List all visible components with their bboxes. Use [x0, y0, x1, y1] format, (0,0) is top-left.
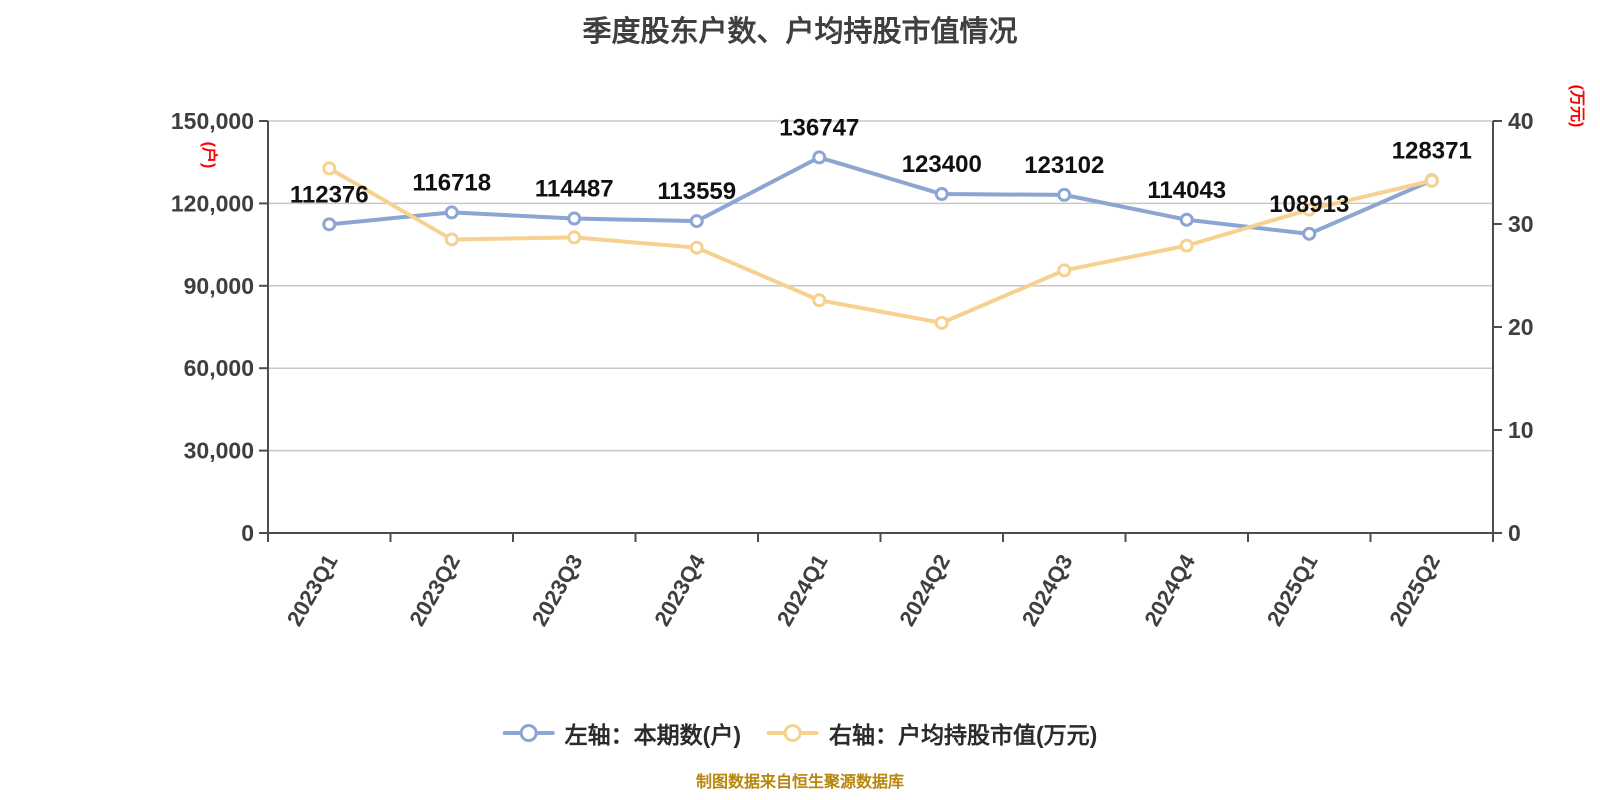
series-1-point-2023Q4 — [689, 240, 704, 255]
x-axis-label-2023Q1: 2023Q1 — [282, 550, 343, 630]
x-axis-label-2023Q2: 2023Q2 — [404, 550, 465, 630]
series-1-point-2023Q3 — [567, 230, 582, 245]
series-0-point-2024Q4 — [1179, 212, 1194, 227]
legend-label-right-axis: 右轴：户均持股市值(万元) — [829, 722, 1098, 748]
legend-item-shareholder-count: 左轴：本期数(户) — [502, 716, 741, 750]
x-axis-label-2024Q1: 2024Q1 — [772, 550, 833, 630]
data-label-2025Q2: 128371 — [1392, 137, 1472, 164]
series-1-point-2025Q2 — [1424, 173, 1439, 188]
x-axis-label-2025Q1: 2025Q1 — [1262, 550, 1323, 630]
series-0-point-2023Q3 — [567, 211, 582, 226]
data-label-2025Q1: 108913 — [1269, 191, 1349, 218]
series-1-point-2024Q3 — [1057, 263, 1072, 278]
data-label-2023Q2: 116718 — [412, 169, 491, 196]
series-1-point-2023Q2 — [444, 232, 459, 247]
left-axis-tick-label: 150,000 — [171, 108, 254, 134]
legend: 左轴：本期数(户) 右轴：户均持股市值(万元) — [502, 716, 1097, 750]
yellow-line-marker-icon — [767, 723, 819, 743]
series-0-point-2023Q1 — [322, 217, 337, 232]
x-axis-label-2024Q2: 2024Q2 — [894, 550, 955, 630]
right-axis-unit-label: (万元) — [1568, 85, 1585, 128]
series-1-point-2024Q2 — [934, 315, 949, 330]
series-1-point-2025Q1 — [1302, 202, 1317, 217]
data-label-2023Q4: 113559 — [657, 178, 736, 205]
x-axis-label-2023Q3: 2023Q3 — [527, 550, 588, 630]
x-axis-label-2024Q4: 2024Q4 — [1139, 549, 1200, 630]
x-axis-label-2025Q2: 2025Q2 — [1384, 550, 1445, 630]
chart-title: 季度股东户数、户均持股市值情况 — [582, 16, 1018, 48]
series-0-point-2024Q2 — [934, 187, 949, 202]
right-axis-tick-label: 10 — [1508, 417, 1534, 443]
left-axis-tick-label: 30,000 — [184, 438, 254, 464]
x-axis-label-2024Q3: 2024Q3 — [1017, 550, 1078, 630]
series-1-point-2023Q1 — [322, 161, 337, 176]
series-1-line — [327, 166, 1434, 325]
data-label-2024Q2: 123400 — [902, 151, 982, 178]
legend-item-avg-holding-value: 右轴：户均持股市值(万元) — [767, 716, 1097, 750]
series-1-point-2024Q4 — [1179, 238, 1194, 253]
right-axis-tick-label: 0 — [1508, 520, 1521, 546]
series-0-point-2024Q3 — [1057, 187, 1072, 202]
series-0-point-2023Q4 — [689, 214, 704, 229]
series-0-point-2023Q2 — [444, 205, 459, 220]
data-label-2024Q1: 136747 — [779, 114, 859, 141]
left-axis-tick-label: 120,000 — [171, 190, 254, 216]
x-axis-label-2023Q4: 2023Q4 — [649, 549, 710, 630]
data-label-2024Q3: 123102 — [1024, 152, 1104, 179]
right-axis-tick-label: 30 — [1508, 211, 1534, 237]
left-axis-tick-label: 0 — [241, 520, 254, 546]
right-axis-tick-label: 40 — [1508, 108, 1534, 134]
legend-label-left-axis: 左轴：本期数(户) — [564, 722, 741, 748]
series-0-point-2024Q1 — [812, 150, 827, 165]
blue-line-marker-icon — [502, 723, 555, 743]
data-label-2024Q4: 114043 — [1147, 177, 1226, 204]
series-1-point-2024Q1 — [812, 293, 827, 308]
series-0-point-2025Q1 — [1302, 226, 1317, 241]
left-axis-unit-label: (户) — [200, 142, 219, 169]
left-axis-tick-label: 90,000 — [184, 273, 254, 299]
data-label-2023Q1: 112376 — [290, 181, 369, 208]
data-source-caption: 制图数据来自恒生聚源数据库 — [695, 774, 905, 791]
right-axis-tick-label: 20 — [1508, 314, 1534, 340]
data-label-2023Q3: 114487 — [535, 176, 614, 203]
left-axis-tick-label: 60,000 — [184, 355, 254, 381]
